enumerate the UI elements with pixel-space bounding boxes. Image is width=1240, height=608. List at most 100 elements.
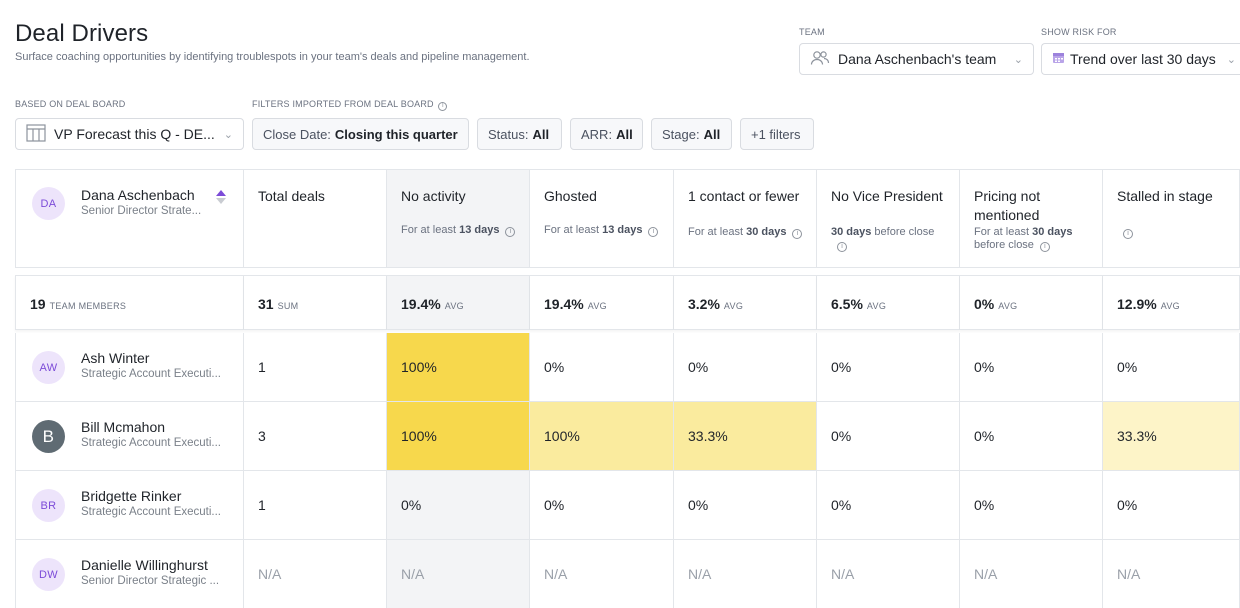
- metric-cell[interactable]: 0%: [530, 471, 674, 540]
- metric-cell[interactable]: N/A: [674, 540, 817, 608]
- metric-cell[interactable]: N/A: [244, 540, 387, 608]
- filter-stage[interactable]: Stage: All: [651, 118, 732, 150]
- column-header[interactable]: Stalled in stage i: [1103, 169, 1240, 268]
- column-header[interactable]: Total deals: [244, 169, 387, 268]
- metric-cell[interactable]: 0%: [960, 333, 1103, 402]
- metric-cell[interactable]: N/A: [387, 540, 530, 608]
- summary-value: 12.9% AVG: [1117, 296, 1180, 312]
- avatar: AW: [32, 351, 65, 384]
- metric-value: 1: [258, 359, 266, 375]
- summary-cell: 6.5% AVG: [817, 275, 960, 330]
- person-cell[interactable]: BR Bridgette Rinker Strategic Account Exec…: [15, 471, 244, 540]
- filter-more[interactable]: +1 filters: [740, 118, 814, 150]
- column-header[interactable]: No activity For at least 13 days i: [387, 169, 530, 268]
- metric-value: 0%: [974, 428, 995, 444]
- sort-icon[interactable]: [216, 190, 226, 204]
- column-header[interactable]: 1 contact or fewer For at least 30 days i: [674, 169, 817, 268]
- column-title: Total deals: [258, 188, 325, 204]
- metric-cell[interactable]: 0%: [817, 333, 960, 402]
- info-icon[interactable]: i: [505, 227, 516, 237]
- metric-value: 0%: [831, 497, 852, 513]
- column-title: Stalled in stage: [1117, 188, 1213, 204]
- info-icon[interactable]: i: [648, 227, 659, 237]
- person-cell[interactable]: DW Danielle Willinghurst Senior Director S…: [15, 540, 244, 608]
- summary-cell: 12.9% AVG: [1103, 275, 1240, 330]
- filters-label: FILTERS IMPORTED FROM DEAL BOARD i: [252, 99, 448, 111]
- person-name[interactable]: Danielle Willinghurst: [81, 557, 208, 573]
- person-name[interactable]: Bridgette Rinker: [81, 488, 182, 504]
- person-cell[interactable]: AW Ash Winter Strategic Account Executi...: [15, 333, 244, 402]
- person-name[interactable]: Ash Winter: [81, 350, 150, 366]
- risk-select[interactable]: Trend over last 30 days ⌄: [1041, 43, 1240, 75]
- metric-cell[interactable]: N/A: [530, 540, 674, 608]
- metric-cell[interactable]: 0%: [1103, 471, 1240, 540]
- metric-cell[interactable]: 1: [244, 333, 387, 402]
- metric-cell[interactable]: 0%: [530, 333, 674, 402]
- info-icon[interactable]: i: [438, 102, 448, 111]
- metric-cell[interactable]: 0%: [674, 471, 817, 540]
- metric-cell[interactable]: 100%: [387, 333, 530, 402]
- metric-cell[interactable]: N/A: [817, 540, 960, 608]
- metric-cell[interactable]: 3: [244, 402, 387, 471]
- metric-value: N/A: [401, 566, 425, 582]
- metric-cell[interactable]: 0%: [817, 402, 960, 471]
- summary-cell: 19.4% AVG: [387, 275, 530, 330]
- filter-status[interactable]: Status: All: [477, 118, 562, 150]
- calendar-icon: [1052, 51, 1070, 67]
- person-cell[interactable]: B Bill Mcmahon Strategic Account Executi..…: [15, 402, 244, 471]
- metric-cell[interactable]: N/A: [960, 540, 1103, 608]
- deal-board-select[interactable]: VP Forecast this Q - DE... ⌄: [15, 118, 244, 150]
- summary-value: 6.5% AVG: [831, 296, 887, 312]
- deal-board-value: VP Forecast this Q - DE...: [54, 126, 215, 142]
- team-select[interactable]: Dana Aschenbach's team ⌄: [799, 43, 1034, 75]
- metric-value: 0%: [401, 497, 422, 513]
- column-header[interactable]: No Vice President 30 days before closei: [817, 169, 960, 268]
- manager-name[interactable]: Dana Aschenbach: [81, 187, 195, 203]
- person-name[interactable]: Bill Mcmahon: [81, 419, 166, 435]
- column-subtitle: For at least 30 days before close i: [974, 226, 1073, 252]
- column-title: Ghosted: [544, 188, 597, 204]
- metric-value: 0%: [688, 497, 709, 513]
- summary-value: 0% AVG: [974, 296, 1018, 312]
- chevron-down-icon: ⌄: [1013, 53, 1023, 66]
- page-title: Deal Drivers: [15, 20, 149, 47]
- metric-value: N/A: [688, 566, 712, 582]
- metric-value: N/A: [1117, 566, 1141, 582]
- metric-cell[interactable]: 100%: [530, 402, 674, 471]
- avatar: BR: [32, 489, 65, 522]
- metric-cell[interactable]: 0%: [960, 402, 1103, 471]
- summary-cell: 3.2% AVG: [674, 275, 817, 330]
- metric-cell[interactable]: N/A: [1103, 540, 1240, 608]
- info-icon[interactable]: i: [1123, 229, 1133, 239]
- metric-cell[interactable]: 0%: [674, 333, 817, 402]
- deal-board-label: BASED ON DEAL BOARD: [15, 99, 126, 109]
- info-icon[interactable]: i: [837, 242, 847, 252]
- metric-cell[interactable]: 0%: [1103, 333, 1240, 402]
- metric-value: 0%: [1117, 497, 1138, 513]
- metric-cell[interactable]: 100%: [387, 402, 530, 471]
- person-role: Strategic Account Executi...: [81, 368, 221, 380]
- person-role: Strategic Account Executi...: [81, 506, 221, 518]
- team-label: TEAM: [799, 27, 825, 37]
- avatar: B: [32, 420, 65, 453]
- filter-close-date[interactable]: Close Date: Closing this quarter: [252, 118, 469, 150]
- info-icon[interactable]: i: [1039, 242, 1050, 252]
- filter-arr[interactable]: ARR: All: [570, 118, 643, 150]
- metric-cell[interactable]: 1: [244, 471, 387, 540]
- column-subtitle: i: [1117, 226, 1230, 239]
- metric-cell[interactable]: 0%: [960, 471, 1103, 540]
- column-header[interactable]: Pricing not mentioned For at least 30 day…: [960, 169, 1103, 268]
- metric-cell[interactable]: 33.3%: [1103, 402, 1240, 471]
- column-header[interactable]: Ghosted For at least 13 days i: [530, 169, 674, 268]
- metric-value: 0%: [974, 497, 995, 513]
- metric-value: 0%: [1117, 359, 1138, 375]
- metric-cell[interactable]: 0%: [387, 471, 530, 540]
- info-icon[interactable]: i: [792, 229, 803, 239]
- metric-cell[interactable]: 33.3%: [674, 402, 817, 471]
- board-icon: [26, 123, 54, 145]
- summary-value: 3.2% AVG: [688, 296, 744, 312]
- chevron-down-icon: ⌄: [1226, 53, 1236, 66]
- metric-cell[interactable]: 0%: [817, 471, 960, 540]
- metric-value: N/A: [258, 566, 282, 582]
